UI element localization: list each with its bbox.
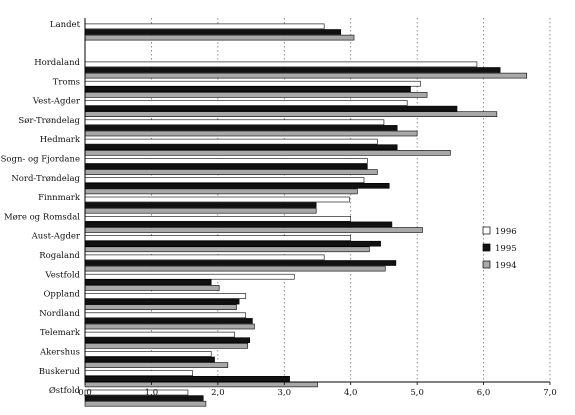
- bar: [84, 72, 528, 79]
- category-label: Troms: [53, 77, 80, 87]
- legend-swatch: [482, 260, 491, 269]
- category-label: Buskerud: [39, 367, 81, 377]
- bar: [84, 29, 342, 35]
- bar: [84, 235, 352, 241]
- legend-label: 1994: [495, 261, 517, 271]
- bar: [84, 389, 189, 396]
- bar: [84, 331, 235, 338]
- legend-swatch: [482, 243, 491, 252]
- x-tick-label: 7,0: [543, 388, 557, 398]
- bar: [84, 375, 290, 382]
- bar: [84, 169, 378, 175]
- x-tick-labels: 0,0 1,0 2,0 3,0 4,0 5,0 6,0 7,0: [78, 382, 557, 398]
- bar: [84, 342, 249, 349]
- bar: [84, 61, 478, 68]
- bar: [84, 119, 385, 126]
- category-label: Nordland: [39, 309, 80, 319]
- category-label: Sør-Trøndelag: [18, 116, 80, 126]
- gridlines: [151, 18, 551, 382]
- category-labels: Landet Hordaland Troms Vest-Agder Sør-Trønde…: [1, 20, 81, 396]
- category-label: Hordaland: [34, 58, 80, 68]
- bar: [84, 144, 398, 150]
- category-label: Aust-Agder: [31, 232, 81, 242]
- category-label: Møre og Romsdal: [4, 212, 80, 222]
- bar: [84, 279, 212, 286]
- bar: [84, 80, 421, 87]
- bar: [84, 370, 193, 377]
- bar: [84, 130, 418, 137]
- bar: [84, 337, 251, 344]
- category-label: Sogn- og Fjordane: [1, 155, 80, 165]
- category-label: Vest-Agder: [32, 97, 81, 107]
- bar: [84, 23, 325, 30]
- bar: [84, 125, 398, 131]
- legend-swatch: [482, 226, 491, 235]
- category-label: Hedmark: [40, 135, 81, 145]
- category-label: Rogaland: [39, 251, 80, 261]
- x-tick-label: 0,0: [78, 388, 92, 398]
- bar: [84, 158, 368, 164]
- bar: [84, 400, 207, 407]
- category-label: Telemark: [40, 328, 81, 338]
- bar: [84, 304, 237, 311]
- bar: [84, 323, 255, 330]
- x-tick-label: 6,0: [477, 388, 491, 398]
- axes: [84, 18, 550, 383]
- bar: [84, 273, 295, 280]
- bar: [84, 183, 390, 189]
- x-tick-label: 2,0: [211, 388, 225, 398]
- bar: [84, 351, 212, 357]
- bar: [84, 221, 393, 228]
- category-label: Østfold: [49, 385, 81, 396]
- bar: [84, 34, 355, 41]
- bar: [84, 381, 318, 388]
- category-label: Vestfold: [44, 270, 80, 280]
- bar: [84, 227, 423, 233]
- category-label: Nord-Trøndelag: [11, 174, 80, 184]
- x-tick-label: 3,0: [278, 388, 292, 398]
- bar: [84, 312, 247, 319]
- legend-label: 1995: [495, 244, 517, 254]
- legend: 1996 1995 1994: [482, 226, 517, 271]
- bar: [84, 362, 229, 368]
- x-tick-label: 1,0: [145, 388, 159, 398]
- bar: [84, 67, 501, 73]
- bar: [84, 150, 451, 156]
- bar: [84, 163, 368, 170]
- bar: [84, 100, 408, 106]
- bar: [84, 240, 381, 247]
- bar: [84, 293, 247, 299]
- bar: [84, 260, 397, 266]
- bar: [84, 356, 215, 363]
- bar: [84, 285, 220, 291]
- category-label: Landet: [50, 20, 81, 30]
- bar: [84, 254, 325, 261]
- bar: [84, 92, 428, 98]
- bar: [84, 138, 378, 145]
- legend-label: 1996: [495, 227, 517, 237]
- bar: [84, 177, 365, 183]
- bar: [84, 216, 352, 222]
- bar: [84, 105, 458, 112]
- x-tick-label: 4,0: [344, 388, 358, 398]
- bar: [84, 207, 317, 214]
- bar: [84, 298, 240, 305]
- bar: [84, 202, 317, 208]
- category-label: Finnmark: [38, 193, 81, 203]
- category-label: Akershus: [39, 348, 80, 358]
- bar: [84, 265, 386, 272]
- bar: [84, 188, 358, 195]
- category-label: Oppland: [43, 290, 80, 300]
- bar: [84, 196, 350, 203]
- bar: [84, 86, 411, 93]
- bar: [84, 111, 498, 117]
- bar: [84, 246, 370, 253]
- bar: [84, 318, 253, 324]
- bar: [84, 395, 204, 401]
- x-tick-label: 5,0: [410, 388, 424, 398]
